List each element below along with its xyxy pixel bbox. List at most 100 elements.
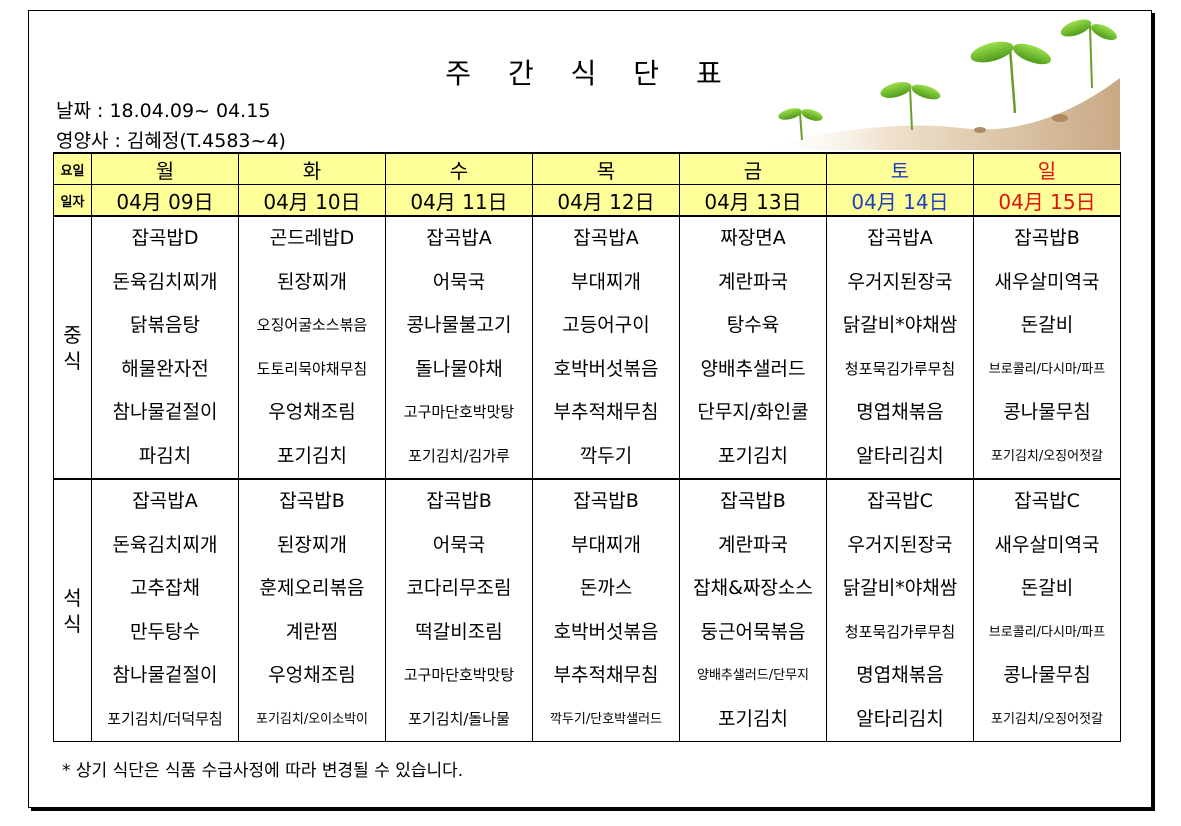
day-wed: 수 xyxy=(385,152,533,185)
dinner-cell: 잡곡밥C 우거지된장국 닭갈비*야채쌈 청포묵김가루무침 명엽채볶음 알타리김치 xyxy=(826,478,974,742)
day-mon: 월 xyxy=(91,152,239,185)
lunch-cell: 잡곡밥A 우거지된장국 닭갈비*야채쌈 청포묵김가루무침 명엽채볶음 알타리김치 xyxy=(826,215,974,480)
menu-item: 단무지/화인쿨 xyxy=(697,401,809,423)
menu-item: 고등어구이 xyxy=(562,314,650,336)
day-tue: 화 xyxy=(238,152,386,185)
menu-item: 포기김치/오징어젓갈 xyxy=(990,711,1104,727)
menu-item: 닭갈비*야채쌈 xyxy=(842,314,958,336)
menu-item: 알타리김치 xyxy=(856,444,944,467)
menu-item: 깍두기/단호박샐러드 xyxy=(549,711,663,727)
lunch-label-text: 중 식 xyxy=(63,322,82,373)
day-thu: 목 xyxy=(532,152,680,185)
menu-item: 된장찌개 xyxy=(277,533,347,556)
date-thu: 04月 12日 xyxy=(532,184,680,217)
day-row-label: 요일 xyxy=(53,152,92,185)
menu-item: 명엽채볶음 xyxy=(856,664,944,686)
menu-item: 참나물겉절이 xyxy=(112,664,218,686)
menu-item: 오징어굴소스볶음 xyxy=(256,316,368,334)
date-sat: 04月 14日 xyxy=(826,184,974,217)
menu-item: 잡곡밥A xyxy=(426,227,492,249)
menu-item: 브로콜리/다시마/파프 xyxy=(988,361,1106,377)
day-sat: 토 xyxy=(826,152,974,185)
lunch-cell: 곤드레밥D 된장찌개 오징어굴소스볶음 도토리묵야채무침 우엉채조림 포기김치 xyxy=(238,215,386,480)
menu-item: 청포묵김가루무침 xyxy=(844,359,956,378)
menu-item: 잡곡밥B xyxy=(1014,227,1080,249)
menu-item: 잡곡밥C xyxy=(867,490,933,512)
menu-item: 돈육김치찌개 xyxy=(112,533,218,556)
menu-item: 호박버섯볶음 xyxy=(553,620,659,643)
dinner-cell: 잡곡밥B 된장찌개 훈제오리볶음 계란찜 우엉채조림 포기김치/오이소박이 xyxy=(238,478,386,742)
menu-item: 양배추샐러드 xyxy=(700,357,806,380)
menu-item: 포기김치/돌나물 xyxy=(408,709,510,728)
menu-item: 우엉채조림 xyxy=(268,664,356,686)
menu-item: 잡채&짜장소스 xyxy=(693,577,813,599)
menu-item: 코다리무조림 xyxy=(406,577,512,599)
menu-item: 포기김치/더덕무침 xyxy=(107,709,223,728)
date-wed: 04月 11日 xyxy=(385,184,533,217)
menu-item: 잡곡밥A xyxy=(867,227,933,249)
menu-item: 곤드레밥D xyxy=(269,227,355,249)
menu-item: 훈제오리볶음 xyxy=(259,577,365,599)
menu-item: 닭볶음탕 xyxy=(130,314,200,336)
footnote: * 상기 식단은 식품 수급사정에 따라 변경될 수 있습니다. xyxy=(62,761,464,781)
nutritionist-info: 영양사 : 김혜정(T.4583~4) xyxy=(56,130,286,152)
menu-item: 새우살미역국 xyxy=(994,270,1100,293)
menu-item: 콩나물불고기 xyxy=(406,314,512,336)
menu-item: 어묵국 xyxy=(432,270,486,293)
lunch-cell: 잡곡밥A 어묵국 콩나물불고기 돌나물야채 고구마단호박맛탕 포기김치/김가루 xyxy=(385,215,533,480)
menu-item: 새우살미역국 xyxy=(994,533,1100,556)
menu-item: 잡곡밥B xyxy=(573,490,639,512)
menu-item: 포기김치 xyxy=(277,444,347,467)
sprout-illustration xyxy=(760,19,1120,150)
menu-item: 포기김치 xyxy=(718,707,788,730)
menu-item: 돈육김치찌개 xyxy=(112,270,218,293)
menu-item: 청포묵김가루무침 xyxy=(844,622,956,641)
date-fri: 04月 13日 xyxy=(679,184,827,217)
menu-item: 호박버섯볶음 xyxy=(553,357,659,380)
menu-item: 참나물겉절이 xyxy=(112,401,218,423)
menu-item: 부대찌개 xyxy=(571,533,641,556)
lunch-label: 중 식 xyxy=(53,215,92,480)
menu-item: 잡곡밥C xyxy=(1014,490,1080,512)
dinner-cell: 잡곡밥C 새우살미역국 돈갈비 브로콜리/다시마/파프 콩나물무침 포기김치/오징어젓갈 xyxy=(973,478,1121,742)
menu-item: 포기김치/오징어젓갈 xyxy=(990,448,1104,464)
date-mon: 04月 09日 xyxy=(91,184,239,217)
menu-item: 계란찜 xyxy=(285,620,339,643)
lunch-cell: 짜장면A 계란파국 탕수육 양배추샐러드 단무지/화인쿨 포기김치 xyxy=(679,215,827,480)
dinner-cell: 잡곡밥B 어묵국 코다리무조림 떡갈비조림 고구마단호박맛탕 포기김치/돌나물 xyxy=(385,478,533,742)
dinner-label: 석 식 xyxy=(53,478,92,742)
menu-item: 부추적채무침 xyxy=(553,401,659,423)
date-tue: 04月 10日 xyxy=(238,184,386,217)
menu-item: 고추잡채 xyxy=(130,577,200,599)
menu-item: 양배추샐러드/단무지 xyxy=(696,668,810,683)
menu-item: 알타리김치 xyxy=(856,707,944,730)
menu-item: 둥근어묵볶음 xyxy=(700,620,806,643)
menu-item: 잡곡밥D xyxy=(131,227,199,249)
page-title: 주 간 식 단 표 xyxy=(445,57,736,90)
menu-item: 잡곡밥A xyxy=(132,490,198,512)
menu-item: 포기김치/오이소박이 xyxy=(255,711,369,727)
menu-item: 깍두기 xyxy=(579,444,633,467)
day-sun: 일 xyxy=(973,152,1121,185)
menu-item: 콩나물무침 xyxy=(1003,401,1091,423)
day-fri: 금 xyxy=(679,152,827,185)
date-row: 일자 04月 09日 04月 10日 04月 11日 04月 12日 04月 1… xyxy=(53,184,1121,217)
menu-item: 돌나물야채 xyxy=(415,357,503,380)
menu-item: 우거지된장국 xyxy=(847,533,953,556)
menu-item: 우엉채조림 xyxy=(268,401,356,423)
dinner-cell: 잡곡밥B 계란파국 잡채&짜장소스 둥근어묵볶음 양배추샐러드/단무지 포기김치 xyxy=(679,478,827,742)
menu-item: 고구마단호박맛탕 xyxy=(403,666,515,684)
menu-item: 파김치 xyxy=(138,444,192,467)
menu-item: 계란파국 xyxy=(718,533,788,556)
menu-item: 만두탕수 xyxy=(130,620,200,643)
weekly-menu-table: 요일 월 화 수 목 금 토 일 일자 04月 09日 04月 10日 04月 … xyxy=(53,152,1121,742)
menu-item: 된장찌개 xyxy=(277,270,347,293)
menu-item: 해물완자전 xyxy=(121,357,209,380)
menu-item: 포기김치 xyxy=(718,444,788,467)
menu-item: 부추적채무침 xyxy=(553,664,659,686)
menu-item: 고구마단호박맛탕 xyxy=(403,403,515,421)
dinner-label-text: 석 식 xyxy=(63,585,82,636)
